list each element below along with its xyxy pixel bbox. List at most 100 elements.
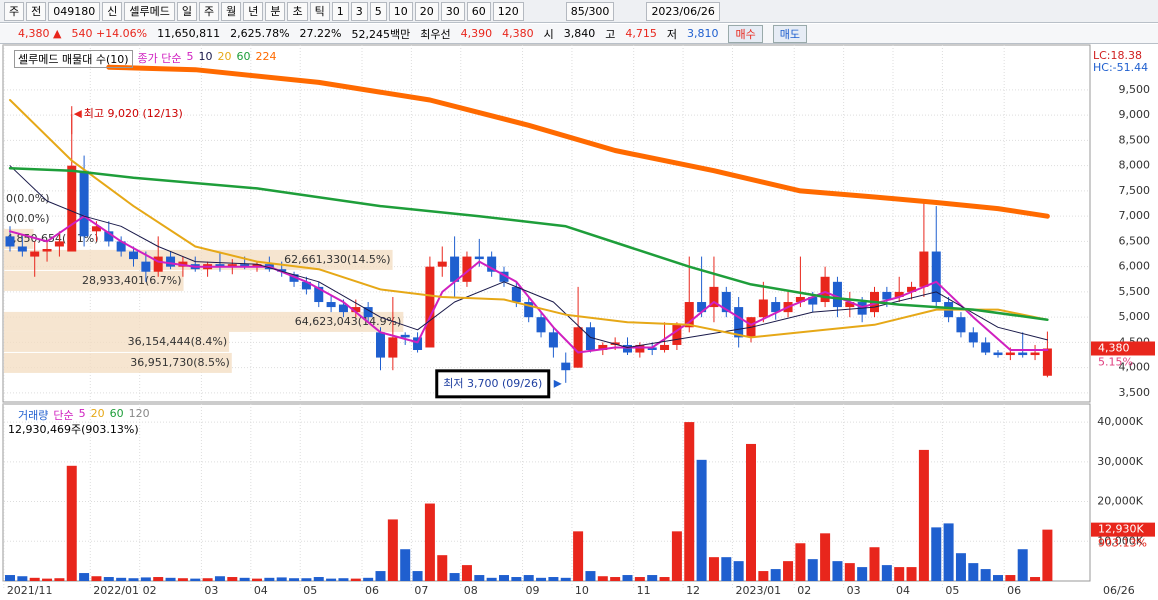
candle-body: [511, 286, 521, 303]
y-tick-label: 6,500: [1119, 234, 1151, 247]
candle-body: [623, 344, 632, 353]
toolbar-button[interactable]: 30: [440, 1, 465, 21]
toolbar-button[interactable]: 틱: [309, 1, 330, 21]
candle-body: [993, 352, 1003, 356]
volume-bar: [844, 563, 855, 581]
toolbar-button[interactable]: 주: [198, 1, 220, 21]
volume-bar: [573, 531, 584, 581]
toolbar-button[interactable]: 120: [492, 1, 524, 21]
x-tick-label: 02: [797, 584, 811, 597]
y-tick-label: 20,000K: [1097, 495, 1143, 508]
volume-bar: [190, 578, 201, 581]
toolbar-button[interactable]: 분: [265, 1, 286, 21]
toolbar-button[interactable]: 신: [102, 1, 123, 21]
candle-body: [536, 317, 546, 333]
volume-bar: [486, 577, 497, 581]
last-price-box: [1091, 341, 1155, 356]
candle-body: [30, 251, 40, 257]
candle-body: [301, 281, 311, 290]
candle-body: [277, 269, 287, 272]
volume-bar: [634, 577, 645, 581]
candle-body: [548, 332, 558, 348]
x-tick-label: 06: [1007, 584, 1021, 597]
legend-ma-label: 단순: [53, 409, 74, 422]
toolbar-button[interactable]: 주: [4, 1, 25, 21]
turnover: 27.22%: [299, 27, 342, 40]
x-tick-label: 2022/01: [93, 584, 139, 597]
toolbar-button[interactable]: 10: [388, 1, 413, 21]
toolbar-button[interactable]: 전: [26, 1, 47, 21]
volume-bar: [523, 575, 534, 581]
x-tick-label: 09: [526, 584, 540, 597]
buy-button[interactable]: 매수: [728, 24, 763, 43]
price-band: [4, 249, 393, 270]
volume-bar: [918, 449, 929, 581]
candle-body: [573, 327, 583, 368]
volume-bar: [1017, 549, 1028, 581]
candle-body: [289, 274, 299, 282]
toolbar-button[interactable]: 월: [221, 1, 242, 21]
low-arrow: [553, 379, 562, 388]
toolbar-button[interactable]: 20: [414, 1, 439, 21]
y-tick-label: 8,000: [1119, 159, 1151, 172]
candle-body: [1042, 348, 1052, 376]
candle-body: [1005, 352, 1015, 356]
toolbar-button[interactable]: 1: [331, 1, 349, 21]
last-volume-ratio: 903.13%: [1098, 537, 1147, 550]
high-annotation: 최고 9,020 (12/13): [84, 107, 183, 120]
y-tick-label: 5,500: [1119, 285, 1151, 298]
toolbar-button[interactable]: 5: [369, 1, 387, 21]
low-annotation: 최저 3,700 (09/26): [443, 377, 542, 390]
candle-body: [721, 291, 731, 313]
open: 3,840: [563, 27, 596, 40]
volume-bar: [832, 561, 843, 581]
candle-body: [326, 302, 336, 308]
low-label: 저: [666, 27, 677, 41]
x-tick-label: 04: [896, 584, 910, 597]
volume-bar: [91, 576, 102, 581]
bar-count: 85/300: [565, 1, 615, 21]
volume-bar: [548, 577, 559, 581]
volume-bar: [42, 578, 53, 581]
candle-body: [561, 362, 571, 371]
moving-average: [9, 99, 1049, 339]
candle-body: [981, 342, 991, 353]
toolbar-button[interactable]: 049180: [48, 1, 101, 21]
high: 4,715: [625, 27, 657, 40]
price-band: [4, 352, 232, 373]
legend-entry: 20: [217, 50, 232, 63]
candle-body: [931, 251, 941, 303]
candle-body: [1018, 352, 1028, 356]
toolbar-button[interactable]: 일: [176, 1, 197, 21]
info-bar: 4,380 ▲ 540 +14.06% 11,650,811 2,625.78%…: [0, 24, 1158, 44]
sell-button[interactable]: 매도: [772, 24, 807, 43]
candle-body: [585, 327, 595, 351]
volume-bar: [536, 577, 547, 581]
volume-bar: [375, 571, 386, 581]
volume-bar: [424, 503, 435, 581]
toolbar-button[interactable]: 3: [350, 1, 368, 21]
open-label: 시: [543, 27, 554, 41]
candle-body: [425, 266, 435, 348]
moving-average: [9, 215, 1049, 354]
volume-bar: [671, 531, 682, 581]
toolbar-button[interactable]: 년: [243, 1, 264, 21]
volume-bar: [807, 559, 818, 581]
candle-body: [660, 344, 670, 351]
candle-body: [684, 302, 694, 328]
candle-body: [67, 165, 77, 252]
volume-bar: [696, 459, 707, 581]
candle-body: [697, 302, 707, 313]
toolbar-button[interactable]: 셀루메드: [124, 1, 175, 21]
volume-bar: [313, 577, 324, 581]
candle-body: [17, 246, 27, 252]
candle-body: [647, 347, 657, 351]
volume-bar: [943, 523, 954, 581]
candle-body: [252, 264, 262, 267]
toolbar-button[interactable]: 초: [287, 1, 308, 21]
price-band: [4, 311, 404, 332]
candle-body: [672, 324, 682, 345]
toolbar-button[interactable]: 60: [466, 1, 491, 21]
date-input[interactable]: 2023/06/26: [646, 1, 720, 21]
